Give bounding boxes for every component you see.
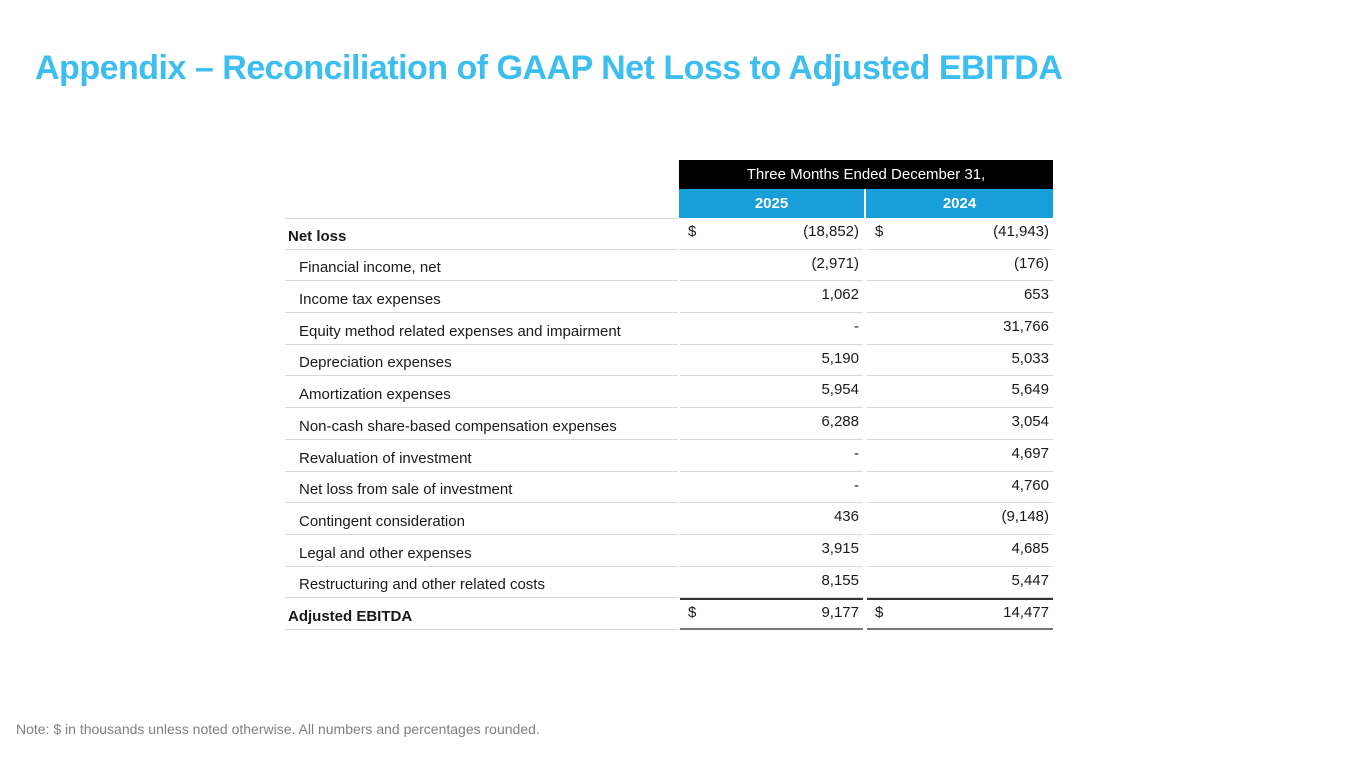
row-label: Non-cash share-based compensation expens… xyxy=(285,408,678,440)
table-row: Restructuring and other related costs 8,1… xyxy=(285,567,1053,599)
table-row: Adjusted EBITDA $9,177 $14,477 xyxy=(285,598,1053,630)
row-label: Net loss xyxy=(285,218,678,250)
table-row: Equity method related expenses and impai… xyxy=(285,313,1053,345)
value-text: 14,477 xyxy=(1003,604,1049,622)
row-value-2025: 3,915 xyxy=(680,535,863,567)
dollar-sign: $ xyxy=(688,604,697,622)
row-value-2025: (2,971) xyxy=(680,250,863,282)
table-row: Income tax expenses 1,062 653 xyxy=(285,281,1053,314)
value-text: 31,766 xyxy=(1003,318,1049,336)
row-label: Restructuring and other related costs xyxy=(285,567,678,599)
dollar-sign: $ xyxy=(875,604,884,622)
row-value-2024: 653 xyxy=(867,281,1053,314)
value-text: 1,062 xyxy=(821,286,859,304)
table-row: Amortization expenses 5,954 5,649 xyxy=(285,376,1053,409)
row-value-2024: 5,033 xyxy=(867,345,1053,377)
value-text: 5,190 xyxy=(821,349,859,367)
value-text: 3,054 xyxy=(1011,413,1049,431)
value-text: 5,447 xyxy=(1011,571,1049,589)
value-text: 9,177 xyxy=(821,604,859,622)
reconciliation-table: Three Months Ended December 31, 2025 202… xyxy=(285,160,1053,630)
value-text: 6,288 xyxy=(821,413,859,431)
row-value-2025: - xyxy=(680,440,863,472)
value-text: (18,852) xyxy=(803,223,859,240)
row-label: Equity method related expenses and impai… xyxy=(285,313,678,345)
row-label: Contingent consideration xyxy=(285,503,678,535)
table-year-header-row: 2025 2024 xyxy=(679,189,1053,218)
row-value-2024: 4,685 xyxy=(867,535,1053,567)
row-value-2024: 31,766 xyxy=(867,313,1053,345)
row-value-2025: $ (18,852) xyxy=(680,218,863,250)
value-text: - xyxy=(854,476,859,494)
value-text: 4,697 xyxy=(1011,444,1049,462)
row-value-2024: 5,447 xyxy=(867,567,1053,599)
table-rows: Net loss $ (18,852) $ (41,943) Financial inco… xyxy=(285,218,1053,630)
row-label: Financial income, net xyxy=(285,250,678,282)
value-text: 5,033 xyxy=(1011,349,1049,367)
row-label: Net loss from sale of investment xyxy=(285,472,678,504)
value-text: 4,685 xyxy=(1011,539,1049,557)
value-text: 436 xyxy=(833,508,859,526)
year-header-2024: 2024 xyxy=(866,189,1053,218)
row-value-2025: 5,954 xyxy=(680,376,863,409)
page-title: Appendix – Reconciliation of GAAP Net Lo… xyxy=(35,49,1063,87)
value-text: 8,155 xyxy=(821,571,859,589)
table-row: Depreciation expenses 5,190 5,033 xyxy=(285,345,1053,377)
row-label: Adjusted EBITDA xyxy=(285,598,678,630)
row-value-2024: (9,148) xyxy=(867,503,1053,535)
row-value-2024: 3,054 xyxy=(867,408,1053,440)
dollar-sign: $ xyxy=(875,223,884,240)
row-value-2025: - xyxy=(680,313,863,345)
value-text: (176) xyxy=(1013,254,1049,272)
row-value-2025: 1,062 xyxy=(680,281,863,314)
row-value-2024: 4,697 xyxy=(867,440,1053,472)
row-label: Income tax expenses xyxy=(285,281,678,314)
value-text: - xyxy=(854,318,859,336)
value-text: (9,148) xyxy=(1001,508,1049,526)
year-header-2025: 2025 xyxy=(679,189,864,218)
row-value-2025: 5,190 xyxy=(680,345,863,377)
row-value-2024: $14,477 xyxy=(867,598,1053,630)
value-text: 5,954 xyxy=(821,381,859,399)
row-value-2024: 5,649 xyxy=(867,376,1053,409)
value-text: (2,971) xyxy=(811,254,859,272)
value-text: - xyxy=(854,444,859,462)
value-text: 5,649 xyxy=(1011,381,1049,399)
row-label: Amortization expenses xyxy=(285,376,678,409)
row-value-2025: - xyxy=(680,472,863,504)
value-text: 653 xyxy=(1023,286,1049,304)
row-value-2025: $9,177 xyxy=(680,598,863,630)
table-period-header: Three Months Ended December 31, xyxy=(679,160,1053,189)
table-row: Net loss from sale of investment - 4,760 xyxy=(285,472,1053,504)
table-row: Non-cash share-based compensation expens… xyxy=(285,408,1053,440)
row-label: Depreciation expenses xyxy=(285,345,678,377)
value-text: 3,915 xyxy=(821,539,859,557)
value-text: (41,943) xyxy=(993,223,1049,240)
value-text: 4,760 xyxy=(1011,476,1049,494)
table-row: Legal and other expenses 3,915 4,685 xyxy=(285,535,1053,567)
table-row: Net loss $ (18,852) $ (41,943) xyxy=(285,218,1053,250)
row-value-2025: 8,155 xyxy=(680,567,863,599)
table-row: Financial income, net (2,971) (176) xyxy=(285,250,1053,282)
row-label: Revaluation of investment xyxy=(285,440,678,472)
dollar-sign: $ xyxy=(688,223,697,240)
footnote: Note: $ in thousands unless noted otherw… xyxy=(16,721,540,737)
row-value-2024: (176) xyxy=(867,250,1053,282)
row-value-2024: $ (41,943) xyxy=(867,218,1053,250)
row-value-2025: 436 xyxy=(680,503,863,535)
table-row: Contingent consideration 436 (9,148) xyxy=(285,503,1053,535)
row-label: Legal and other expenses xyxy=(285,535,678,567)
table-row: Revaluation of investment - 4,697 xyxy=(285,440,1053,472)
row-value-2024: 4,760 xyxy=(867,472,1053,504)
row-value-2025: 6,288 xyxy=(680,408,863,440)
